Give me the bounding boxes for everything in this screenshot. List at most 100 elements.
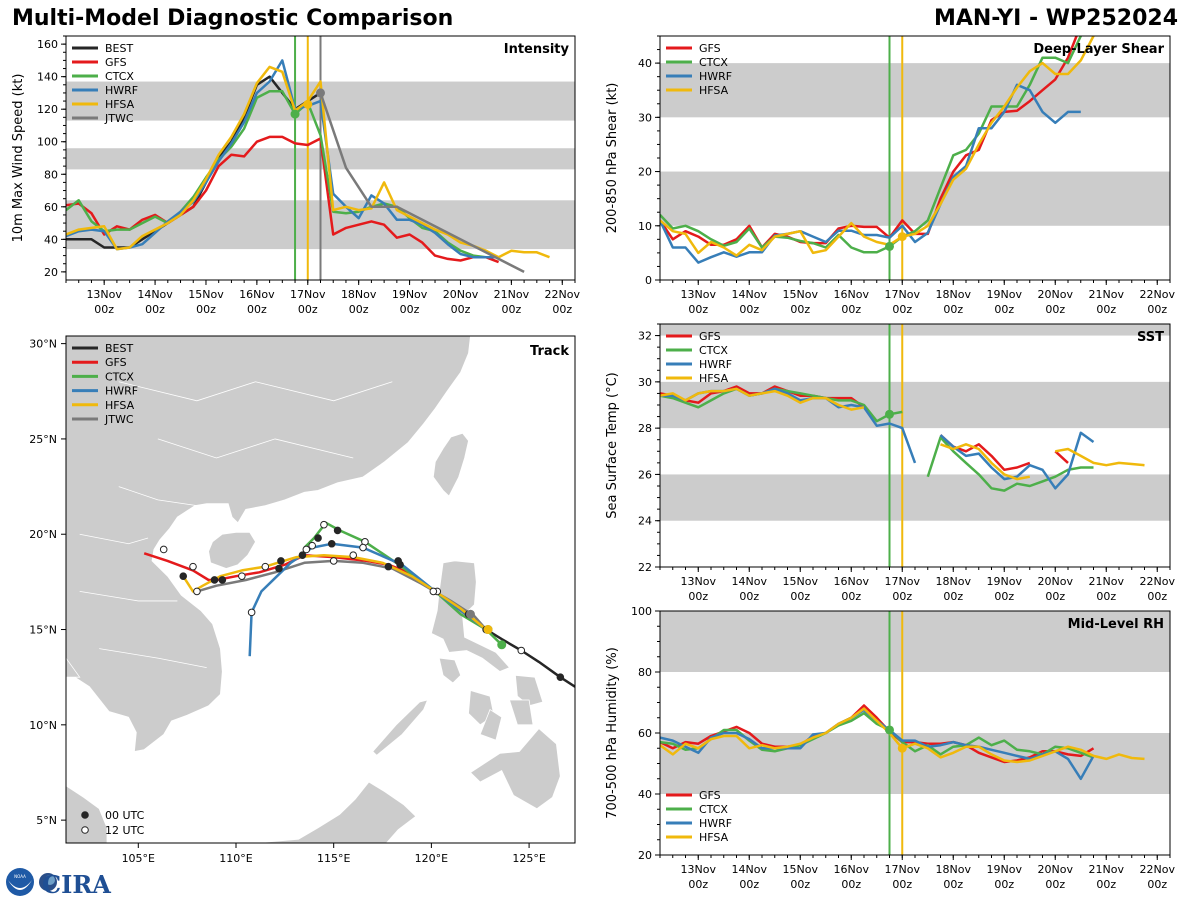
x-tick-label-hour: 00z [892,303,912,316]
shear-panel: 0 10 20 30 40 13Nov 00z 14Nov 00z 15Nov 00z 16Nov 00… [605,35,1175,316]
intensity-series-ctcx [66,90,499,259]
x-tick-label-day: 17Nov [290,288,326,301]
land-mindoro [438,657,462,684]
lat-tick-label: 10°N [29,719,57,732]
track-ctcx [303,521,503,646]
y-tick-label: 20 [638,849,652,862]
sst-legend-label-gfs: GFS [699,330,721,343]
x-tick-label-hour: 00z [994,303,1014,316]
x-tick-label-hour: 00z [892,878,912,891]
intensity-plot-area [66,36,550,280]
y-tick-label: 60 [44,201,58,214]
x-tick-label-hour: 00z [1147,590,1167,603]
lat-tick-label: 30°N [29,338,57,351]
track-init-point-ctcx [497,640,507,650]
sst-legend-label-hfsa: HFSA [699,372,729,385]
track-legend-label-hfsa: HFSA [105,399,135,412]
x-tick-label-hour: 00z [790,878,810,891]
y-tick-label: 0 [645,274,652,287]
x-tick-label-hour: 00z [739,303,759,316]
x-tick-label-day: 17Nov [885,288,921,301]
x-tick-label-hour: 00z [247,303,267,316]
shear-marker-ctcx [885,241,894,251]
shear-legend-label-gfs: GFS [699,42,721,55]
track-point-00utc [218,576,227,584]
marker-legend-label: 00 UTC [105,809,145,822]
track-point-12utc [261,562,270,571]
track-point-00utc [179,572,188,580]
x-tick-label-day: 15Nov [783,575,819,588]
intensity-marker-ctcx [290,109,300,119]
track-point-12utc [302,545,311,554]
figure-title: Multi-Model Diagnostic Comparison [12,6,454,31]
admin-border-4 [157,438,354,459]
legend-marker-12utc [81,826,89,834]
x-tick-label-hour: 00z [400,303,420,316]
admin-border-1 [79,533,149,545]
x-tick-label-day: 14Nov [137,288,173,301]
x-tick-label-hour: 00z [790,590,810,603]
rh-plot-area [660,611,1145,855]
y-tick-label: 10 [638,220,652,233]
rh-band-1 [660,611,1170,672]
x-tick-label-day: 20Nov [1038,575,1074,588]
intensity-legend-label-best: BEST [105,42,133,55]
land-thailand [66,657,81,678]
track-point-12utc [359,543,367,552]
sst-legend-label-ctcx: CTCX [699,344,728,357]
intensity-panel: 20 40 60 80 100 120 140 160 13Nov 00z 14Nov 00z 15No… [11,35,581,316]
x-tick-label-hour: 00z [552,303,572,316]
track-point-12utc [193,587,201,596]
x-tick-label-hour: 00z [841,590,861,603]
x-tick-label-day: 22Nov [545,288,581,301]
track-init-point-hfsa [483,625,493,635]
track-point-12utc [429,587,438,596]
x-tick-label-hour: 00z [1045,303,1065,316]
x-tick-label-hour: 00z [1147,303,1167,316]
admin-border-2 [79,591,178,602]
x-tick-label-hour: 00z [892,590,912,603]
shear-series-ctcx [660,36,1082,254]
track-frame [65,335,576,844]
intensity-legend-label-gfs: GFS [105,56,127,69]
y-tick-label: 160 [37,38,58,51]
intensity-marker-jtwc [316,88,325,98]
land-leyte [508,699,534,726]
lat-tick-label: 15°N [29,624,57,637]
track-point-12utc [320,520,328,529]
sst-plot-area [660,324,1145,567]
sst-panel: 22 24 26 28 30 32 13Nov 00z 14Nov 00z 15Nov 00z 16No… [605,323,1175,603]
rh-legend-label-gfs: GFS [699,789,721,802]
rh-panel: 20 40 60 80 100 13Nov 00z 14Nov 00z 15Nov 00z 16Nov… [605,605,1175,891]
y-tick-label: 22 [638,561,652,574]
intensity-series-jtwc [319,92,525,274]
x-tick-label-day: 21Nov [1089,288,1125,301]
intensity-series-gfs [66,135,500,264]
track-point-12utc [517,646,526,655]
land-borneo [226,781,417,843]
track-point-00utc [333,526,342,535]
x-tick-label-hour: 00z [841,878,861,891]
x-tick-label-hour: 00z [349,303,369,316]
track-point-00utc [396,560,404,569]
x-tick-label-day: 19Nov [392,288,428,301]
x-tick-label-day: 21Nov [1089,863,1125,876]
land-luzon [430,560,511,672]
shear-plot-area [660,36,1095,280]
sst-band-1 [660,381,1170,429]
x-tick-label-day: 16Nov [834,288,870,301]
track-point-12utc [238,572,246,580]
x-tick-label-hour: 00z [739,590,759,603]
intensity-marker-hfsa [303,99,313,109]
shear-band-0 [660,171,1170,226]
y-tick-label: 140 [37,71,58,84]
y-tick-label: 30 [638,376,652,389]
x-tick-label-day: 16Nov [239,288,275,301]
x-tick-label-hour: 00z [790,303,810,316]
rh-legend-label-hfsa: HFSA [699,831,729,844]
land-taiwan [432,432,469,497]
x-tick-label-hour: 00z [501,303,521,316]
intensity-y-axis-label: 10m Max Wind Speed (kt) [11,74,26,243]
shear-legend-label-hwrf: HWRF [699,70,732,83]
